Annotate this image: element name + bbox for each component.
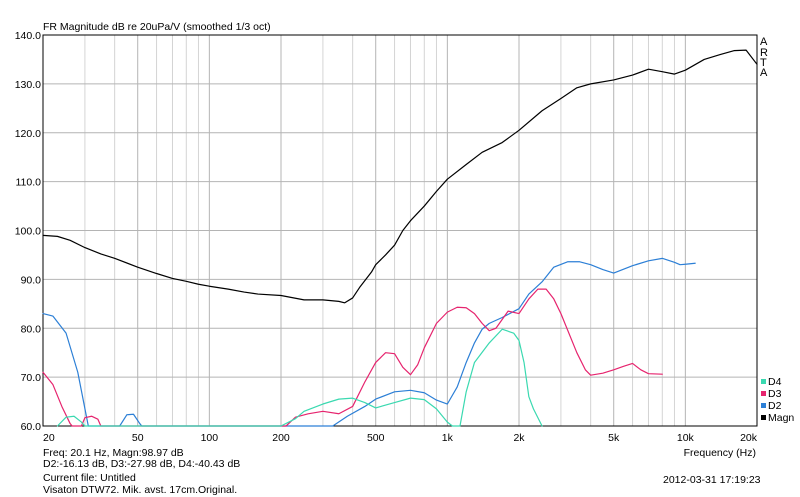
watermark-letter: T [760,57,767,69]
y-tick-label: 120.0 [15,128,41,140]
y-tick-label: 70.0 [21,372,42,384]
x-tick-label: 20k [740,432,758,444]
x-tick-label: 5k [608,432,620,444]
series-layer [42,49,758,427]
legend-label: Magn [768,412,794,424]
series-line-d3 [42,288,663,427]
y-tick-label: 130.0 [15,79,41,91]
y-tick-label: 80.0 [21,323,42,335]
x-axis-ticks: 20 50 100 200 500 1k 2k 5k 10k 20k [43,432,758,444]
timestamp: 2012-03-31 17:19:23 [663,474,761,486]
file-description: Visaton DTW72. Mik. avst. 17cm.Original. [43,484,238,496]
y-tick-label: 60.0 [21,421,42,433]
series-line-d4 [56,328,543,427]
x-tick-label: 500 [367,432,385,444]
series-line-d2 [42,257,696,427]
x-tick-label: 100 [201,432,219,444]
legend-label: D3 [768,388,782,400]
legend-swatch [761,391,766,396]
delta-readout: D2:-16.13 dB, D3:-27.98 dB, D4:-40.43 dB [43,458,241,470]
plot-frame [42,34,758,427]
x-tick-label: 20 [43,432,55,444]
watermark-letter: A [760,67,768,79]
legend-swatch [761,415,766,420]
y-tick-label: 110.0 [16,177,42,189]
watermark-letter: R [760,47,768,59]
legend-label: D4 [768,376,782,388]
x-tick-label: 50 [132,432,144,444]
x-tick-label: 10k [677,432,695,444]
y-tick-label: 90.0 [21,274,42,286]
series-line-magn [42,49,758,304]
x-tick-label: 200 [272,432,290,444]
y-tick-label: 140.0 [15,30,41,42]
legend-swatch [761,403,766,408]
current-file: Current file: Untitled [43,472,136,484]
grid [43,35,757,426]
legend-label: D2 [768,400,782,412]
x-tick-label: 1k [442,432,454,444]
legend-swatch [761,379,766,384]
cursor-readout: Freq: 20.1 Hz, Magn:98.97 dB [43,447,184,459]
chart-title: FR Magnitude dB re 20uPa/V (smoothed 1/3… [43,21,271,33]
x-axis-label: Frequency (Hz) [684,447,756,459]
x-tick-label: 2k [513,432,525,444]
watermark-letter: A [760,36,768,48]
y-axis-ticks: 60.0 70.0 80.0 90.0 100.0 110.0 120.0 130.0 140.… [15,30,41,433]
y-tick-label: 100.0 [15,226,41,238]
